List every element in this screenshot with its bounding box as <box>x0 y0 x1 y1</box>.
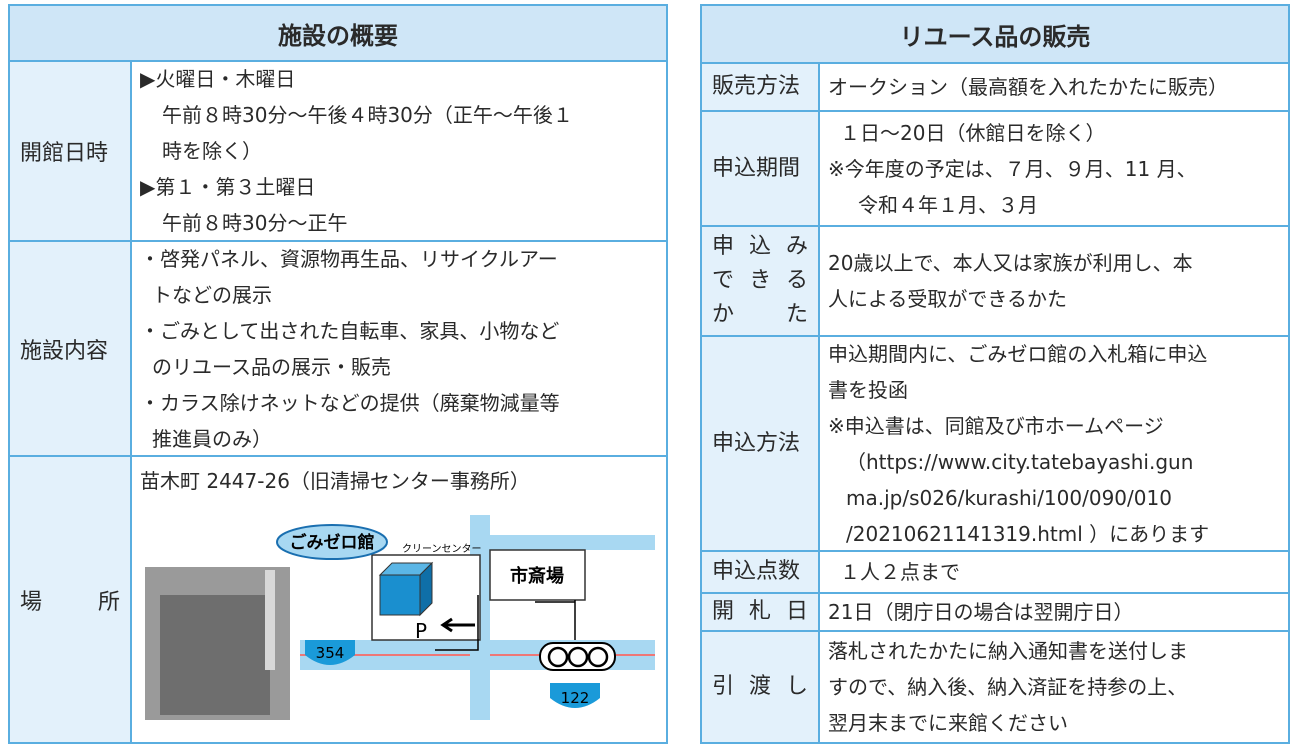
text-line: 販売方法 <box>712 74 801 99</box>
signal-light <box>547 646 569 668</box>
row-body: ・啓発パネル、資源物再生品、リサイクルアートなどの展示・ごみとして出された自転車… <box>130 240 668 457</box>
row-body: 落札されたかたに納入通知書を送付しま すので、納入後、納入済証を持参の上、 翌月末ま… <box>818 630 1290 744</box>
text-line: 人による受取ができるかた <box>828 287 1067 311</box>
map-label: 市斎場 <box>510 565 564 587</box>
photo-chimney <box>265 570 275 670</box>
text-line: ※今年度の予定は、７月、９月、11 月、 <box>828 156 1197 181</box>
row-body: ▶火曜日・木曜日午前８時30分～午後４時30分（正午～午後１ 時を除く） ▶第１・第… <box>130 60 668 242</box>
text-line: 落札されたかたに納入通知書を送付しま <box>828 639 1188 663</box>
text-line: 翌月末までに来館ください <box>828 711 1068 735</box>
text-line: 21日（閉庁日の場合は翌開庁日） <box>828 600 1134 624</box>
text-line: 引渡し <box>712 674 808 699</box>
text-line: 申込点数 <box>712 559 801 584</box>
road <box>490 535 655 550</box>
text-line: 申込み <box>712 234 808 259</box>
text-line: １日～20日（休館日を除く） <box>840 120 1106 145</box>
text-line: 開館日時 <box>20 141 109 166</box>
text-line: （https://www.city.tatebayashi.gun <box>846 449 1194 474</box>
row-body: オークション（最高額を入れたかたに販売） <box>818 62 1290 112</box>
text-line: 時を除く） <box>162 139 262 163</box>
row-body: １人２点まで <box>818 550 1290 594</box>
route-shield <box>305 640 355 665</box>
route-shield <box>550 683 600 708</box>
text-line: 施設内容 <box>20 338 109 364</box>
cube <box>379 574 421 616</box>
signal-light <box>567 646 589 668</box>
row-body: １日～20日（休館日を除く） ※今年度の予定は、７月、９月、11 月、令和４年１月… <box>818 110 1290 227</box>
text-line: 申込方法 <box>712 430 801 456</box>
text-line: ・啓発パネル、資源物再生品、リサイクルアー <box>140 246 558 271</box>
row-body: 21日（閉庁日の場合は翌開庁日） <box>818 592 1290 632</box>
text-line: ▶第１・第３土曜日 <box>140 175 316 199</box>
text-line: できる <box>712 268 808 293</box>
text-line: のリユース品の展示・販売 <box>152 354 391 379</box>
table-header: リユース品の販売 <box>700 4 1290 64</box>
map-label: 122 <box>561 689 590 707</box>
text-line: 20歳以上で、本人又は家族が利用し、本 <box>828 251 1193 275</box>
row-label: 開札日 <box>700 592 820 632</box>
text-line: /20210621141319.html ）にあります <box>846 521 1210 546</box>
arrow <box>440 617 475 633</box>
map-label: 354 <box>316 644 345 662</box>
text-line: 申込期間内に、ごみゼロ館の入札箱に申込 <box>828 341 1208 366</box>
text-line: ▶火曜日・木曜日 <box>140 67 296 91</box>
crematorium-box <box>489 549 586 601</box>
row-body: 申込期間内に、ごみゼロ館の入札箱に申込 書を投函 ※申込書は、同館及び市ホームページ… <box>818 335 1290 552</box>
text-line: 令和４年１月、３月 <box>858 192 1038 217</box>
arrow <box>435 595 576 651</box>
text-line: トなどの展示 <box>152 282 272 307</box>
photo-building <box>160 595 270 715</box>
text-line: 申込期間 <box>712 155 801 181</box>
row-label: 申込み できる かた <box>700 225 820 337</box>
row-label: 申込期間 <box>700 110 820 227</box>
text-line: すので、納入後、納入済証を持参の上、 <box>828 675 1188 699</box>
text-line: 書を投函 <box>828 377 908 402</box>
text-line: 開札日 <box>712 599 808 624</box>
cube <box>419 561 433 617</box>
signal-light <box>587 646 609 668</box>
row-label: 開館日時 <box>8 60 132 242</box>
text-line: ・ごみとして出された自転車、家具、小物など <box>140 318 560 343</box>
map-label: クリーンセンター <box>402 543 482 555</box>
text-line: 午前８時30分～午後４時30分（正午～午後１ <box>162 103 573 127</box>
map-label: ごみゼロ館 <box>290 532 375 553</box>
row-label: 場所 <box>8 455 132 744</box>
text-line: １人２点まで <box>840 560 960 584</box>
text-line: かた <box>712 302 808 327</box>
row-body: 20歳以上で、本人又は家族が利用し、本 人による受取ができるかた <box>818 225 1290 337</box>
text-line: ・カラス除けネットなどの提供（廃棄物減量等 <box>140 390 560 415</box>
text-line: オークション（最高額を入れたかたに販売） <box>828 75 1228 99</box>
callout <box>276 524 388 560</box>
text-line: ※申込書は、同館及び市ホームページ <box>828 413 1164 438</box>
text-line: 場所 <box>20 589 120 615</box>
row-label: 施設内容 <box>8 240 132 457</box>
row-label: 引渡し <box>700 630 820 744</box>
row-label: 申込方法 <box>700 335 820 552</box>
row-label: 販売方法 <box>700 62 820 112</box>
map-label: P <box>415 619 427 643</box>
text-line: ma.jp/s026/kurashi/100/090/010 <box>846 485 1172 510</box>
row-label: 申込点数 <box>700 550 820 594</box>
map: ごみゼロ館 クリーンセンター 市斎場 P 354 122 <box>145 515 655 720</box>
table-header: 施設の概要 <box>8 4 668 62</box>
text-line: 推進員のみ） <box>152 426 272 451</box>
text-line: 午前８時30分～正午 <box>162 211 348 235</box>
text-line: 苗木町 2447-26（旧清掃センター事務所） <box>140 469 530 493</box>
